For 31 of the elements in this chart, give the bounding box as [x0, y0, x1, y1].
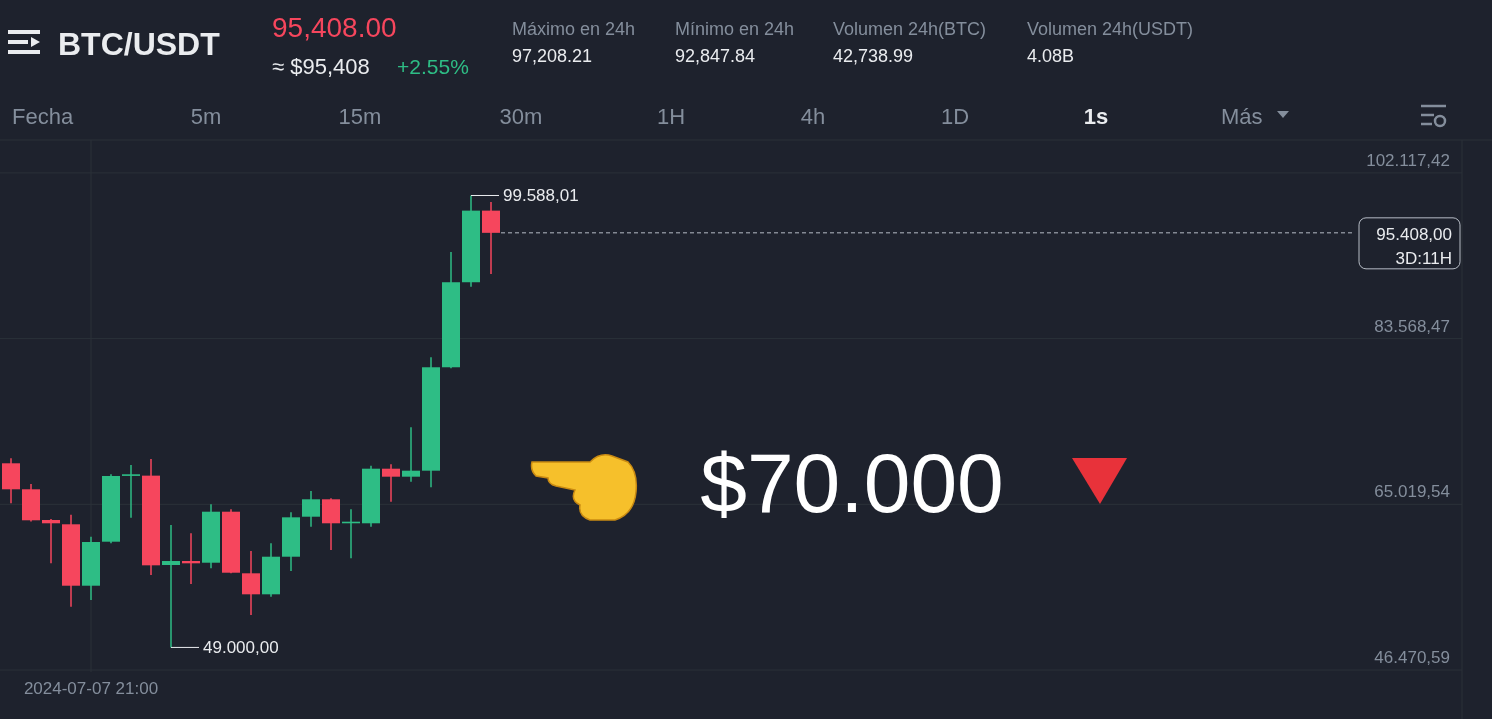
text: 4.08B	[1027, 46, 1075, 66]
text: Volumen 24h(BTC)	[833, 19, 987, 39]
y-tick-label: 83.568,47	[1374, 316, 1450, 336]
text: 1H	[656, 104, 686, 129]
text: 97,208.21	[512, 46, 593, 66]
text: 4h	[800, 104, 826, 129]
y-tick-label: 65.019,54	[1374, 482, 1450, 502]
annotation: 3D:11H	[1395, 249, 1452, 268]
chart-title: BTC/USDT	[58, 26, 221, 62]
text: +2.55%	[397, 55, 469, 78]
annotation: 49.000,00	[203, 638, 279, 658]
text: 15m	[338, 104, 382, 129]
text: Mínimo en 24h	[675, 19, 795, 39]
text: 92,847.84	[675, 46, 756, 66]
text: Más	[1221, 104, 1263, 129]
y-tick-label: 46.470,59	[1374, 648, 1450, 668]
text: Fecha	[12, 104, 74, 129]
text: 5m	[190, 104, 222, 129]
annotation: $70.000	[700, 436, 1004, 530]
annotation: 99.588,01	[503, 186, 579, 206]
y-tick-label: 102.117,42	[1366, 150, 1450, 170]
chart-subtitle: 95,408.00	[272, 12, 397, 43]
x-tick-label: 2024-07-07 21:00	[23, 679, 159, 698]
text: Volumen 24h(USDT)	[1027, 19, 1194, 39]
text: 42,738.99	[833, 46, 914, 66]
text: ≈ $95,408	[272, 54, 370, 79]
text: 30m	[499, 104, 543, 129]
text: 1s	[1083, 104, 1109, 129]
text: Máximo en 24h	[512, 19, 636, 39]
text: 1D	[940, 104, 970, 129]
ref-line-label: 95.408,00	[1376, 224, 1452, 244]
